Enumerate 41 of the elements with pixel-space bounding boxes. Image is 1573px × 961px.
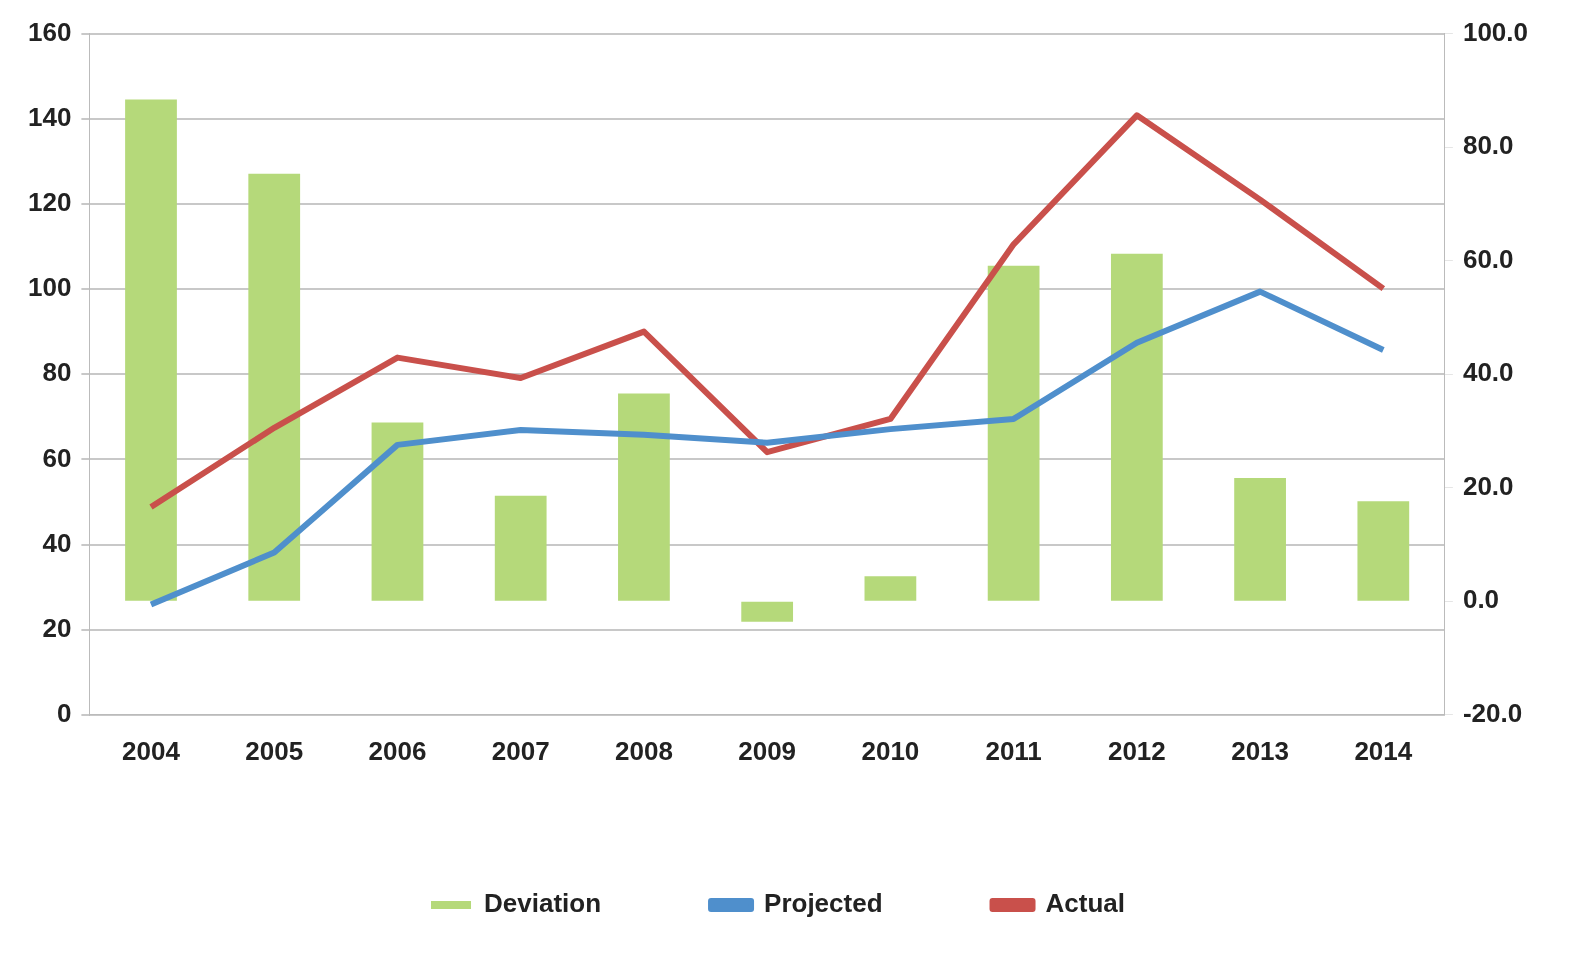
y-tick-label: 40 [42,527,72,558]
legend-label: Deviation [484,888,602,919]
x-tick-label: 2009 [738,735,797,766]
y-tick-label: 120 [27,187,72,218]
y2-tick-label: 40.0 [1462,357,1514,388]
x-tick-label: 2014 [1354,735,1413,766]
y-tick-label: 20 [42,612,72,643]
y-tick-label: 80 [42,357,72,388]
bar [864,576,917,601]
y2-tick-label: 0.0 [1462,584,1500,615]
bar [987,265,1040,601]
bar [494,495,547,601]
x-tick-label: 2011 [985,735,1042,766]
bar [371,422,424,601]
bar [1110,253,1163,601]
bar [1357,501,1410,601]
y2-tick-label: 60.0 [1462,243,1514,274]
x-tick-label: 2007 [491,735,550,766]
y2-tick-label: -20.0 [1462,697,1523,728]
y-tick-label: 100 [27,272,72,303]
y2-tick-label: 20.0 [1462,470,1514,501]
y-tick-label: 160 [27,16,72,47]
y-tick-label: 140 [27,101,72,132]
x-tick-label: 2006 [368,735,427,766]
y-tick-label: 0 [56,697,72,728]
bar [741,601,794,622]
x-tick-label: 2013 [1231,735,1290,766]
x-tick-label: 2005 [245,735,304,766]
legend-label: Actual [1045,888,1125,919]
bar [125,99,177,601]
y2-tick-label: 80.0 [1462,130,1514,161]
bar [1234,478,1286,601]
x-tick-label: 2004 [122,735,181,766]
x-tick-label: 2008 [615,735,673,766]
y-tick-label: 60 [42,442,72,473]
y2-tick-label: 100.0 [1462,16,1529,47]
bar [248,173,301,601]
legend-label: Projected [764,888,883,919]
bar [618,393,670,601]
x-tick-label: 2010 [861,735,920,766]
x-tick-label: 2012 [1107,735,1166,766]
